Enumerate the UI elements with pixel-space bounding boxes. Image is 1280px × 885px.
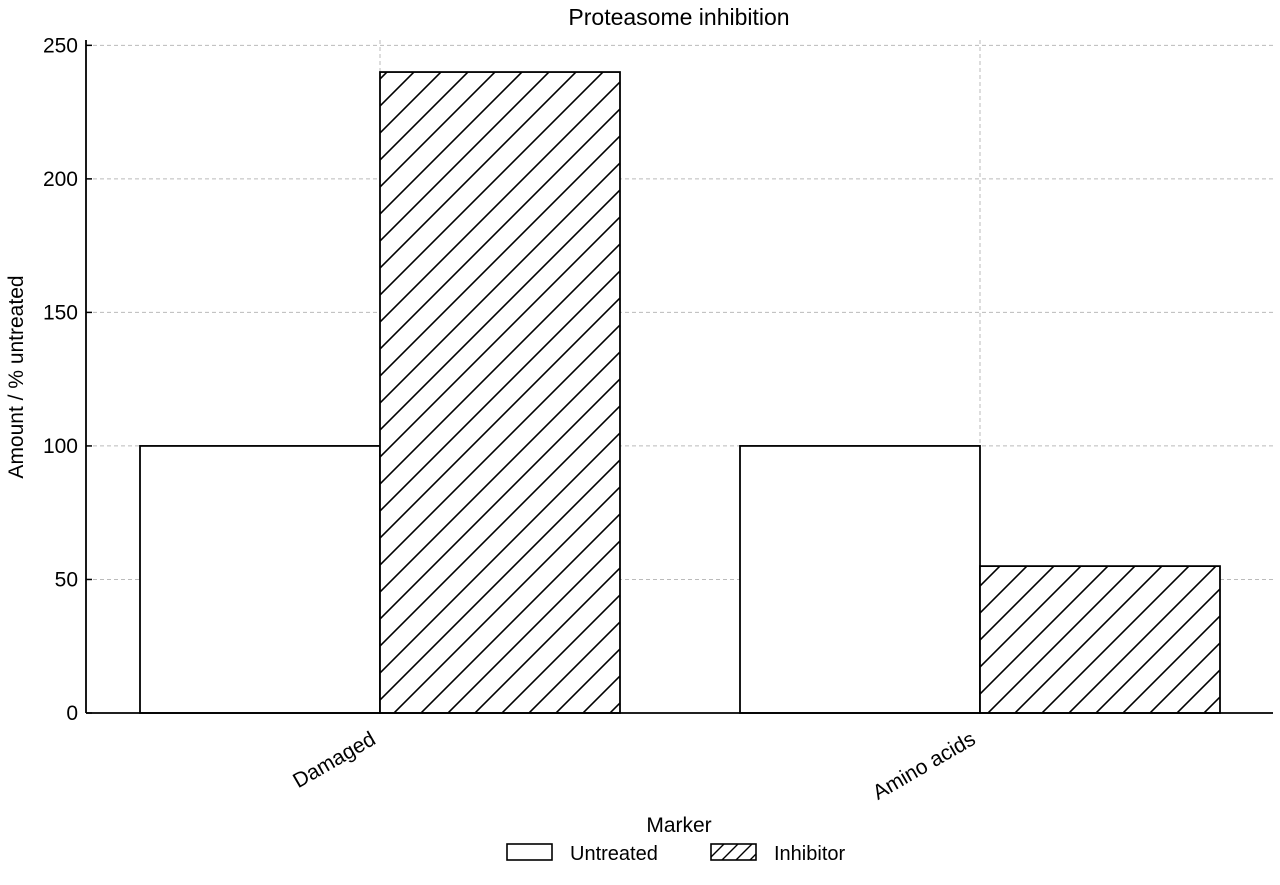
- legend-swatch-inhibitor: [710, 843, 757, 861]
- chart-title: Proteasome inhibition: [568, 4, 789, 30]
- x-tick-label: Damaged: [289, 727, 379, 792]
- bar-inhibitor-amino-acids: [979, 565, 1221, 714]
- bar-untreated-damaged: [139, 445, 381, 714]
- y-tick-label: 100: [43, 435, 78, 458]
- y-tick-label: 50: [55, 568, 78, 591]
- bars: [139, 71, 1221, 714]
- legend-title: Marker: [646, 814, 711, 837]
- legend-label-untreated: Untreated: [570, 843, 658, 865]
- legend-label-inhibitor: Inhibitor: [774, 843, 845, 865]
- y-tick-label: 150: [43, 301, 78, 324]
- legend: Marker Untreated Inhibitor: [506, 814, 845, 865]
- legend-swatch-untreated: [506, 843, 553, 861]
- bar-inhibitor-damaged: [379, 71, 621, 714]
- y-tick-label: 250: [43, 34, 78, 57]
- y-tick-label: 0: [66, 702, 78, 725]
- bar-untreated-amino-acids: [739, 445, 981, 714]
- y-tick-label: 200: [43, 168, 78, 191]
- x-tick-label: Amino acids: [869, 727, 980, 804]
- y-axis-label: Amount / % untreated: [5, 275, 28, 478]
